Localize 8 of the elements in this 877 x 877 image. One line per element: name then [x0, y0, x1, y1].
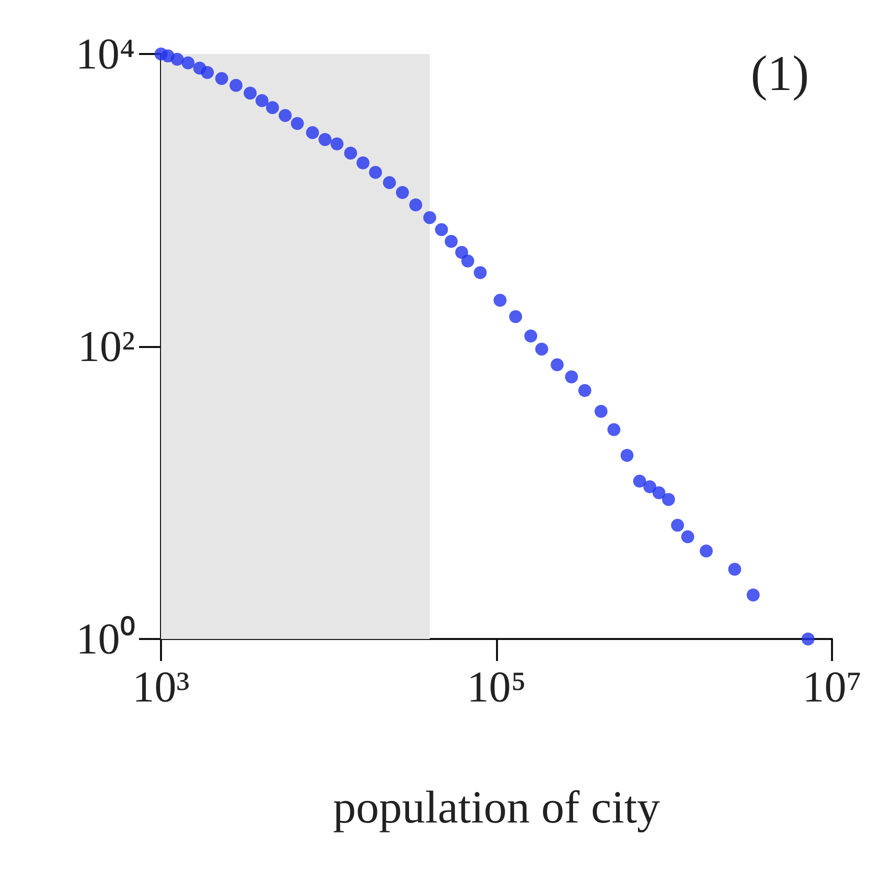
- y-tick-label: 10⁴: [76, 30, 135, 78]
- x-tick-label: 10⁷: [802, 662, 862, 712]
- y-tick-label: 10²: [78, 322, 135, 371]
- x-tick-label: 10⁵: [466, 662, 526, 712]
- x-axis-title: population of city: [332, 782, 660, 832]
- annotation: (1): [750, 45, 810, 101]
- y-tick-label: 10⁰: [76, 614, 135, 664]
- x-tick-label: 10³: [132, 662, 190, 712]
